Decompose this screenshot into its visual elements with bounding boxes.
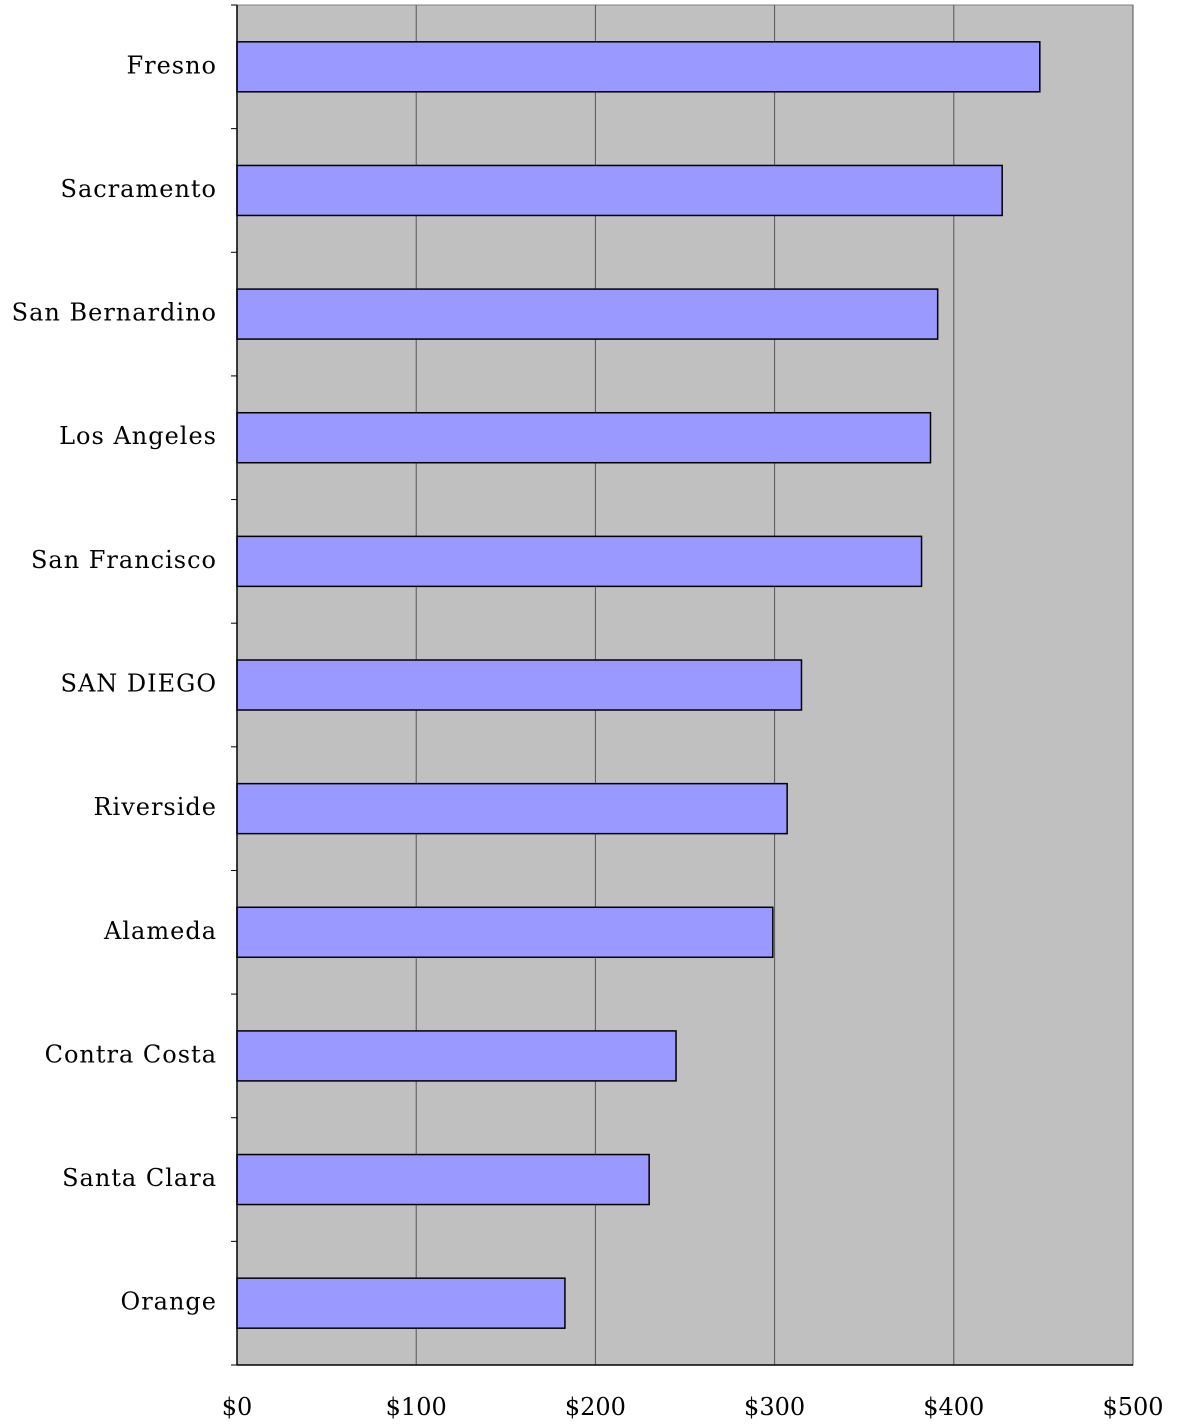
category-label: San Francisco (31, 546, 217, 574)
axes (231, 4, 1133, 1366)
bar (236, 535, 923, 588)
category-label: Sacramento (61, 175, 217, 203)
category-label: Alameda (103, 917, 217, 945)
category-labels: Fresno Sacramento San Bernardino Los Angele… (12, 51, 218, 1316)
category-label: Riverside (93, 793, 217, 821)
category-label: SAN DIEGO (61, 670, 218, 698)
x-tick-label: $100 (386, 1393, 447, 1421)
x-tick-label: $300 (744, 1393, 805, 1421)
x-tick-label: $500 (1102, 1393, 1163, 1421)
category-label: Los Angeles (59, 422, 217, 450)
category-label: Orange (121, 1288, 217, 1316)
x-tick-label: $0 (222, 1393, 253, 1421)
bar (236, 164, 1003, 217)
category-label: Santa Clara (62, 1164, 217, 1192)
category-label: Contra Costa (45, 1040, 217, 1068)
x-tick-label: $200 (565, 1393, 626, 1421)
bar (236, 906, 774, 959)
bar (236, 288, 939, 340)
category-label: San Bernardino (12, 299, 217, 327)
bar (236, 1153, 650, 1206)
bar (236, 1030, 677, 1082)
bar (236, 411, 932, 464)
bar (236, 1277, 566, 1329)
bar (236, 659, 803, 711)
bar (236, 41, 1041, 93)
category-label: Fresno (126, 51, 217, 79)
x-tick-labels: $0 $100 $200 $300 $400 $500 (222, 1393, 1164, 1421)
bar (236, 782, 788, 835)
x-tick-label: $400 (923, 1393, 984, 1421)
